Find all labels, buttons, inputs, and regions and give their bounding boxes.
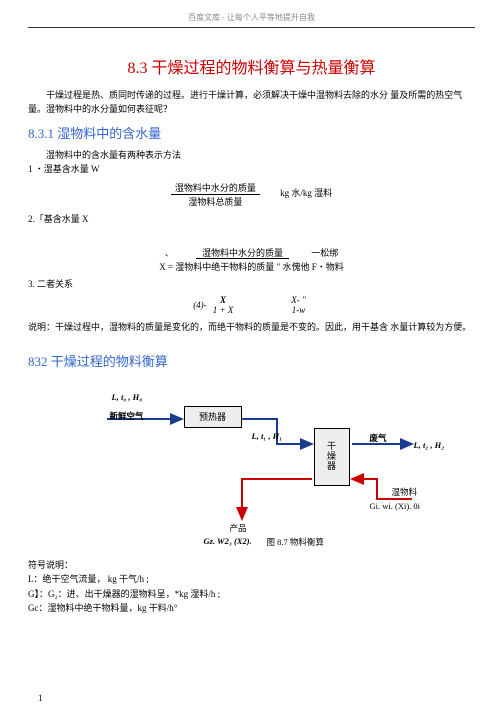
formula-2-num: 湿物料中水分的质量 xyxy=(196,248,289,259)
intro-paragraph: 干燥过程是热、质同时传递的过程。进行干燥计算，必须解决干燥中湿物料去除的水分 量… xyxy=(28,88,475,117)
formula-2-suffix: 一松绑 xyxy=(311,248,338,258)
section-1-note: 说明：干燥过程中，湿物料的质量是变化的，而绝干物料的质量是不变的。因此，用干基含… xyxy=(28,321,475,335)
dryer-box: 干 燥 器 xyxy=(314,428,350,486)
page-number: 1 xyxy=(38,693,43,703)
top-header: 百度文库 - 让每个人平等地提升自我 xyxy=(28,12,475,27)
symbol-definitions-head: 符号说明： xyxy=(28,558,475,572)
section-1-num: 8.3.1 xyxy=(28,126,54,141)
label-L2: L, t₂ , H₂ xyxy=(414,440,445,450)
formula-1-den: 湿物料总质量 xyxy=(171,195,260,208)
section-1-lead: 湿物料中的含水量有两种表示方法 xyxy=(28,148,475,162)
item-2-label: 2.「基含水量 X xyxy=(28,212,475,226)
rel-den1: 1 + X xyxy=(209,305,238,315)
label-wet-material: 湿物料 xyxy=(392,486,418,498)
item-1-label: 1 ・湿基含水量 W xyxy=(28,162,475,176)
formula-1: 湿物料中水分的质量 湿物料总质量 kg 水/kg 湿料 xyxy=(28,181,475,208)
formula-2: 、 湿物料中水分的质量 一松绑 X = 湿物料中绝干物料的质量 " 水傀他 F・… xyxy=(28,246,475,273)
formula-2-pre: 、 xyxy=(165,248,174,258)
symbol-def-1: L：绝干空气流量， kg 干气/h ; xyxy=(28,572,475,586)
rel-x: X xyxy=(220,295,226,305)
section-2-heading: 832 干燥过程的物料衡算 xyxy=(28,351,475,370)
label-L1: L, t₁ , H₁ xyxy=(252,431,283,441)
label-wet-params: Gi. wi. (Xi). 0i xyxy=(370,501,421,511)
formula-2-den: X = 湿物料中绝干物料的质量 " 水傀他 F・物料 xyxy=(28,260,475,273)
main-title: 8.3 干燥过程的物料衡算与热量衡算 xyxy=(28,54,475,78)
section-2-num: 832 xyxy=(28,354,48,369)
label-fresh-air: 新鲜空气 xyxy=(110,410,144,422)
section-1-heading: 8.3.1 湿物料中的含水量 xyxy=(28,123,475,142)
symbol-def-3: Gc：湿物料中绝干物料量，kg 干料/h° xyxy=(28,601,475,615)
relation-label: 3. 二者关系 xyxy=(28,277,475,291)
dryer-l3: 器 xyxy=(327,462,336,472)
rel-x2: X- " xyxy=(291,295,306,305)
symbol-def-2: G】：G₂：进、出干燥器的湿物料呈，*kg 湿料/h ; xyxy=(28,587,475,601)
label-L0: L, t₀ , H₀ xyxy=(112,392,143,402)
diagram-caption: 图 8.7 物料衡算 xyxy=(267,536,324,548)
label-product: 产品 xyxy=(230,522,247,534)
header-rule xyxy=(28,27,475,28)
label-product-params: Gz. W2₃ (X2). xyxy=(204,536,252,546)
formula-1-unit: kg 水/kg 湿料 xyxy=(280,186,332,199)
preheater-box: 预热器 xyxy=(184,406,242,428)
label-waste: 废气 xyxy=(370,432,387,444)
formula-1-num: 湿物料中水分的质量 xyxy=(171,181,260,195)
section-2-title: 干燥过程的物料衡算 xyxy=(51,354,168,369)
flow-diagram: L, t₀ , H₀ 新鲜空气 预热器 L, t₁ , H₁ 干 燥 器 废气 … xyxy=(52,384,452,554)
rel-num: (4)- xyxy=(193,300,207,310)
rel-den2: 1-w xyxy=(287,305,310,315)
relation-row: (4)- X 1 + X X- " 1-w xyxy=(28,295,475,315)
section-1-title: 湿物料中的含水量 xyxy=(57,126,161,141)
